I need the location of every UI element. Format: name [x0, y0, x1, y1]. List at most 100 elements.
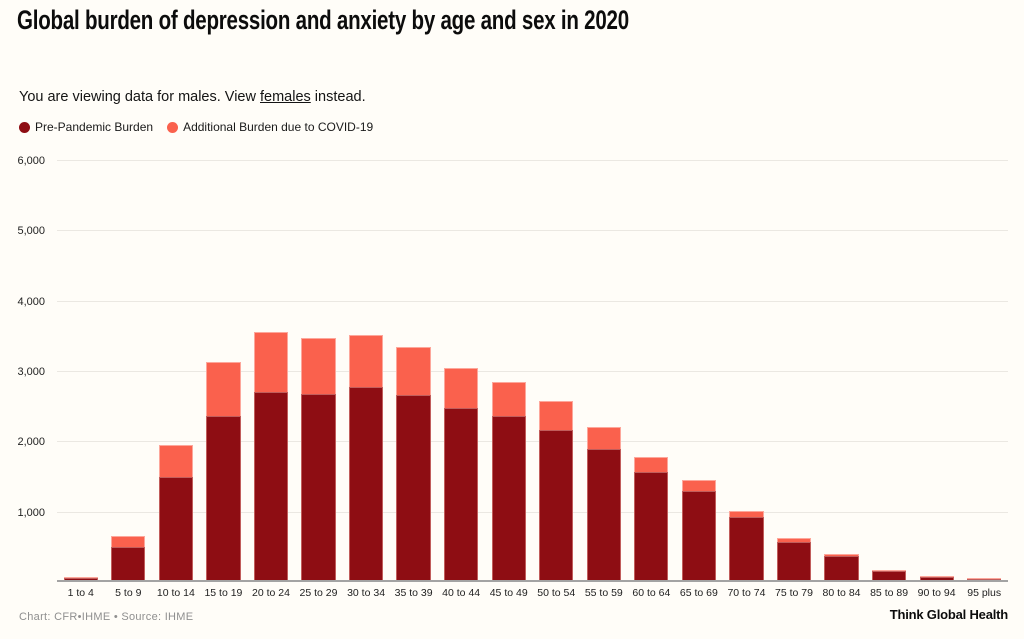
brand-logo: Think Global Health	[889, 607, 1008, 622]
x-axis-tick-label: 20 to 24	[251, 587, 290, 599]
chart-title: Global burden of depression and anxiety …	[17, 5, 629, 35]
bar-segment-covid	[634, 457, 669, 473]
stacked-bar	[301, 338, 336, 580]
stacked-bar	[871, 570, 907, 580]
bar-segment-pre-pandemic	[491, 416, 526, 580]
bar-segment-pre-pandemic	[824, 555, 859, 580]
bar-segment-covid	[206, 361, 241, 417]
bar-segment-pre-pandemic	[396, 395, 431, 580]
stacked-bar	[539, 401, 574, 580]
bar-segment-covid	[348, 335, 384, 388]
bar-group	[390, 160, 438, 580]
bar-group	[628, 160, 676, 580]
bar-segment-pre-pandemic	[634, 472, 669, 580]
x-axis-tick-label: 60 to 64	[632, 587, 671, 599]
stacked-bar	[729, 510, 764, 580]
bar-segment-covid	[776, 537, 812, 543]
x-axis-tick-label: 55 to 59	[584, 587, 623, 599]
legend-item-pre-pandemic: Pre-Pandemic Burden	[19, 120, 153, 134]
bar-segment-pre-pandemic	[967, 579, 1002, 580]
x-axis-tick-label: 5 to 9	[115, 587, 142, 599]
bar-segment-covid	[158, 444, 193, 478]
bar-segment-pre-pandemic	[586, 449, 621, 580]
bar-group	[532, 160, 580, 580]
stacked-bar	[253, 332, 289, 580]
stacked-bar	[634, 457, 669, 580]
bars-container	[57, 160, 1008, 580]
bar-segment-pre-pandemic	[444, 407, 479, 580]
stacked-bar	[776, 537, 812, 580]
x-axis-tick-label: 80 to 84	[822, 587, 861, 599]
bar-group	[247, 160, 295, 580]
gridline: 5,000	[17, 225, 1008, 237]
gridline: 1,000	[17, 507, 1008, 519]
stacked-bar	[158, 444, 193, 580]
stacked-bar	[63, 576, 98, 580]
bar-group	[960, 160, 1008, 580]
bar-segment-covid	[681, 480, 716, 491]
bar-group	[865, 160, 913, 580]
stacked-bar	[111, 536, 146, 580]
legend-label: Additional Burden due to COVID-19	[183, 120, 374, 134]
bar-group	[152, 160, 200, 580]
view-note-prefix: You are viewing data for males. View	[19, 89, 260, 105]
bar-segment-covid	[871, 570, 907, 572]
bar-group	[57, 160, 105, 580]
bar-segment-pre-pandemic	[729, 516, 764, 580]
y-axis-tick-label: 3,000	[17, 366, 45, 378]
gridline: 3,000	[17, 366, 1008, 378]
bar-group	[818, 160, 866, 580]
stacked-bar	[967, 578, 1002, 580]
bar-segment-pre-pandemic	[348, 387, 384, 580]
x-axis-tick-label: 30 to 34	[347, 587, 386, 599]
bar-group	[913, 160, 961, 580]
bar-segment-covid	[539, 401, 574, 430]
bar-segment-pre-pandemic	[111, 546, 146, 580]
x-axis-tick-label: 35 to 39	[394, 587, 433, 599]
x-axis-tick-label: 25 to 29	[299, 587, 338, 599]
x-axis-tick-label: 45 to 49	[489, 587, 528, 599]
x-axis-tick-label: 1 to 4	[67, 587, 94, 599]
gridline: 2,000	[17, 436, 1008, 448]
x-axis-tick-label: 90 to 94	[917, 587, 956, 599]
x-axis-tick-label: 95 plus	[967, 587, 1002, 599]
legend: Pre-Pandemic Burden Additional Burden du…	[19, 120, 373, 134]
bar-segment-pre-pandemic	[206, 416, 241, 580]
x-axis-labels: 1 to 4 5 to 9 10 to 14 15 to 19 20 to 24 25 t…	[57, 587, 1008, 599]
pre-pandemic-dot-icon	[19, 121, 30, 133]
bar-group	[723, 160, 771, 580]
females-link[interactable]: females	[260, 89, 311, 105]
x-axis-tick-label: 15 to 19	[204, 587, 243, 599]
bar-segment-pre-pandemic	[301, 393, 336, 580]
bar-segment-covid	[253, 332, 289, 392]
plot-area: 6,000 5,000 4,000 3,000 2,000 1,000	[17, 155, 1008, 582]
bar-segment-pre-pandemic	[919, 577, 954, 580]
bar-group	[675, 160, 723, 580]
x-axis-tick-label: 40 to 44	[442, 587, 481, 599]
bar-segment-pre-pandemic	[253, 391, 289, 580]
bar-group	[295, 160, 343, 580]
legend-item-covid: Additional Burden due to COVID-19	[167, 120, 373, 134]
bar-segment-covid	[824, 554, 859, 556]
x-axis-tick-label: 65 to 69	[679, 587, 718, 599]
x-axis-tick-label: 10 to 14	[156, 587, 195, 599]
bar-segment-pre-pandemic	[63, 577, 98, 580]
bar-segment-covid	[586, 426, 621, 450]
bar-segment-pre-pandemic	[158, 477, 193, 580]
bar-segment-covid	[396, 347, 431, 396]
bar-group	[580, 160, 628, 580]
stacked-bar	[444, 367, 479, 580]
bar-segment-pre-pandemic	[871, 571, 907, 580]
bar-segment-pre-pandemic	[539, 429, 574, 580]
y-axis-tick-label: 1,000	[17, 506, 45, 519]
gridline: 4,000	[17, 296, 1008, 308]
bar-segment-pre-pandemic	[681, 490, 716, 580]
bar-segment-covid	[111, 536, 146, 547]
y-axis-tick-label: 5,000	[17, 225, 45, 238]
bar-group	[485, 160, 533, 580]
stacked-bar	[919, 576, 954, 580]
bar-group	[342, 160, 390, 580]
covid-dot-icon	[167, 121, 179, 133]
bar-segment-covid	[919, 576, 954, 578]
